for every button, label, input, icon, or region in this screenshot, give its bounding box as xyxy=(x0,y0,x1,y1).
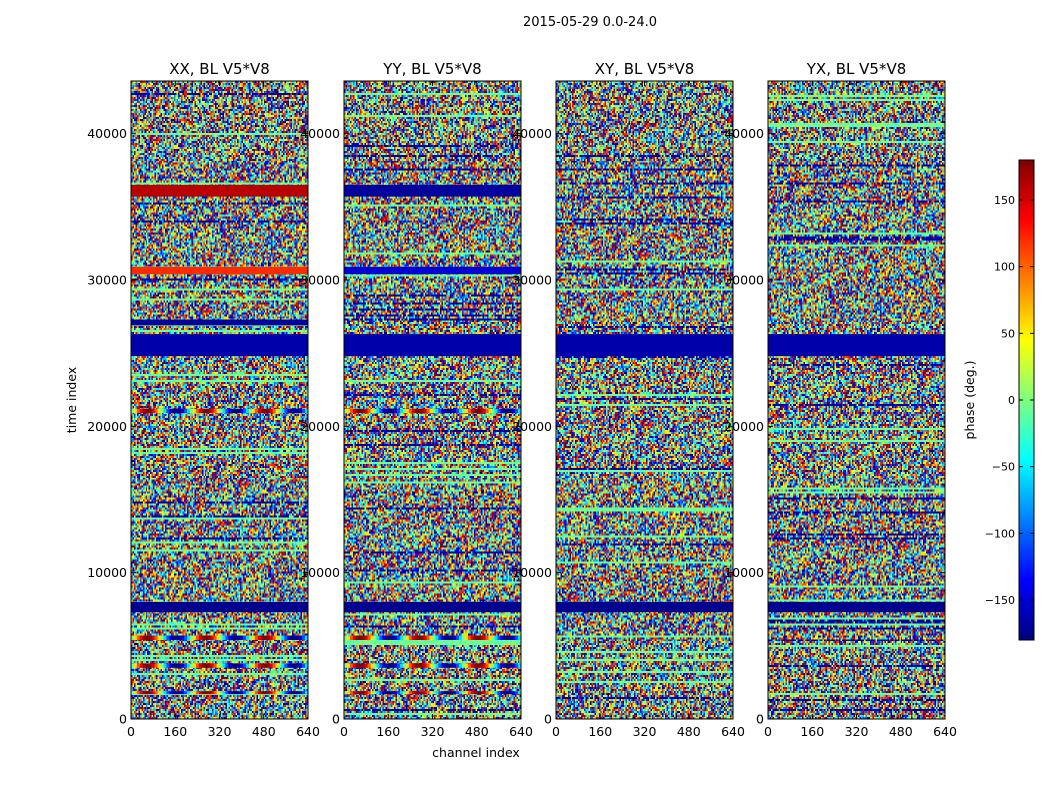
fringe-band xyxy=(131,663,308,668)
y-tick-label: 40000 xyxy=(724,126,764,141)
colorbar-tick-label: 0 xyxy=(1008,394,1015,407)
x-tick-label: 160 xyxy=(376,724,400,739)
phase-band xyxy=(556,334,733,357)
fringe-band xyxy=(344,691,521,695)
x-tick-label: 480 xyxy=(889,724,913,739)
heatmap-noise xyxy=(344,81,521,719)
phase-band xyxy=(131,334,308,357)
colorbar-tick-label: −100 xyxy=(985,527,1015,540)
y-tick-label: 20000 xyxy=(512,419,552,434)
fringe-band xyxy=(344,635,521,640)
x-tick-label: 480 xyxy=(465,724,489,739)
y-tick-label: 40000 xyxy=(300,126,340,141)
colorbar-tick-label: −150 xyxy=(985,594,1015,607)
x-tick-label: 160 xyxy=(163,724,187,739)
panel-title: YX, BL V5*V8 xyxy=(806,60,907,78)
fringe-band xyxy=(344,408,521,414)
fringe-band xyxy=(131,408,308,414)
heatmap-panel: YY, BL V5*V8 0 160 320 480 640 0 10000 20000 3000… xyxy=(300,60,533,760)
colorbar: 150 100 50 0 −50 −100 −150 phase (deg.) xyxy=(962,159,1035,641)
phase-band xyxy=(768,601,945,613)
y-tick-label: 10000 xyxy=(512,565,552,580)
x-tick-label: 320 xyxy=(633,724,657,739)
fringe-band xyxy=(344,663,521,668)
phase-band xyxy=(131,266,308,275)
y-tick-label: 0 xyxy=(119,712,127,727)
colorbar-label: phase (deg.) xyxy=(962,361,977,440)
x-tick-label: 480 xyxy=(677,724,701,739)
colorbar-tick-label: 50 xyxy=(1001,327,1015,340)
panel-title: XX, BL V5*V8 xyxy=(169,60,270,78)
y-axis-label: time index xyxy=(64,367,79,433)
panel-title: YY, BL V5*V8 xyxy=(382,60,481,78)
x-tick-label: 0 xyxy=(340,724,348,739)
x-tick-label: 640 xyxy=(933,724,957,739)
heatmap-noise xyxy=(131,81,308,719)
figure-suptitle: 2015-05-29 0.0-24.0 xyxy=(523,15,657,30)
y-tick-label: 0 xyxy=(544,712,552,727)
y-tick-label: 10000 xyxy=(724,565,764,580)
phase-band xyxy=(131,319,308,326)
x-tick-label: 640 xyxy=(509,724,533,739)
phase-band xyxy=(344,601,521,613)
x-tick-label: 160 xyxy=(588,724,612,739)
heatmap-panel: XX, BL V5*V8 0 160 320 480 640 0 10000 20000 3000… xyxy=(64,60,320,739)
x-axis-label: channel index xyxy=(432,745,520,760)
y-tick-label: 40000 xyxy=(87,126,127,141)
heatmap-panels: XX, BL V5*V8 0 160 320 480 640 0 10000 20000 3000… xyxy=(64,60,957,760)
heatmap-noise xyxy=(556,81,733,719)
x-tick-label: 480 xyxy=(252,724,276,739)
heatmap-panel: XY, BL V5*V8 0 160 320 480 640 0 10000 20000 3000… xyxy=(512,60,745,739)
x-tick-label: 640 xyxy=(721,724,745,739)
fringe-band xyxy=(131,691,308,695)
phase-band xyxy=(344,184,521,197)
y-tick-label: 30000 xyxy=(512,273,552,288)
y-tick-label: 0 xyxy=(756,712,764,727)
y-tick-label: 40000 xyxy=(512,126,552,141)
x-tick-label: 0 xyxy=(764,724,772,739)
y-tick-label: 30000 xyxy=(87,273,127,288)
x-tick-label: 320 xyxy=(845,724,869,739)
phase-band xyxy=(131,184,308,197)
y-tick-label: 0 xyxy=(332,712,340,727)
x-tick-label: 640 xyxy=(296,724,320,739)
phase-band xyxy=(768,334,945,357)
y-tick-label: 30000 xyxy=(300,273,340,288)
heatmap-noise xyxy=(768,81,945,719)
x-tick-label: 320 xyxy=(208,724,232,739)
y-tick-label: 20000 xyxy=(300,419,340,434)
colorbar-tick-label: 100 xyxy=(994,261,1015,274)
colorbar-tick-label: 150 xyxy=(994,194,1015,207)
x-tick-label: 0 xyxy=(552,724,560,739)
panel-title: XY, BL V5*V8 xyxy=(595,60,695,78)
phase-band xyxy=(556,601,733,613)
y-tick-label: 10000 xyxy=(300,565,340,580)
phase-band xyxy=(131,601,308,613)
y-tick-label: 20000 xyxy=(87,419,127,434)
x-tick-label: 320 xyxy=(421,724,445,739)
x-tick-label: 0 xyxy=(127,724,135,739)
y-tick-label: 30000 xyxy=(724,273,764,288)
fringe-band xyxy=(131,635,308,640)
colorbar-tick-label: −50 xyxy=(992,461,1015,474)
heatmap-panel: YX, BL V5*V8 0 160 320 480 640 0 10000 20000 3000… xyxy=(724,60,957,739)
y-tick-label: 20000 xyxy=(724,419,764,434)
phase-band xyxy=(344,266,521,275)
x-tick-label: 160 xyxy=(800,724,824,739)
y-tick-label: 10000 xyxy=(87,565,127,580)
phase-band xyxy=(344,334,521,357)
